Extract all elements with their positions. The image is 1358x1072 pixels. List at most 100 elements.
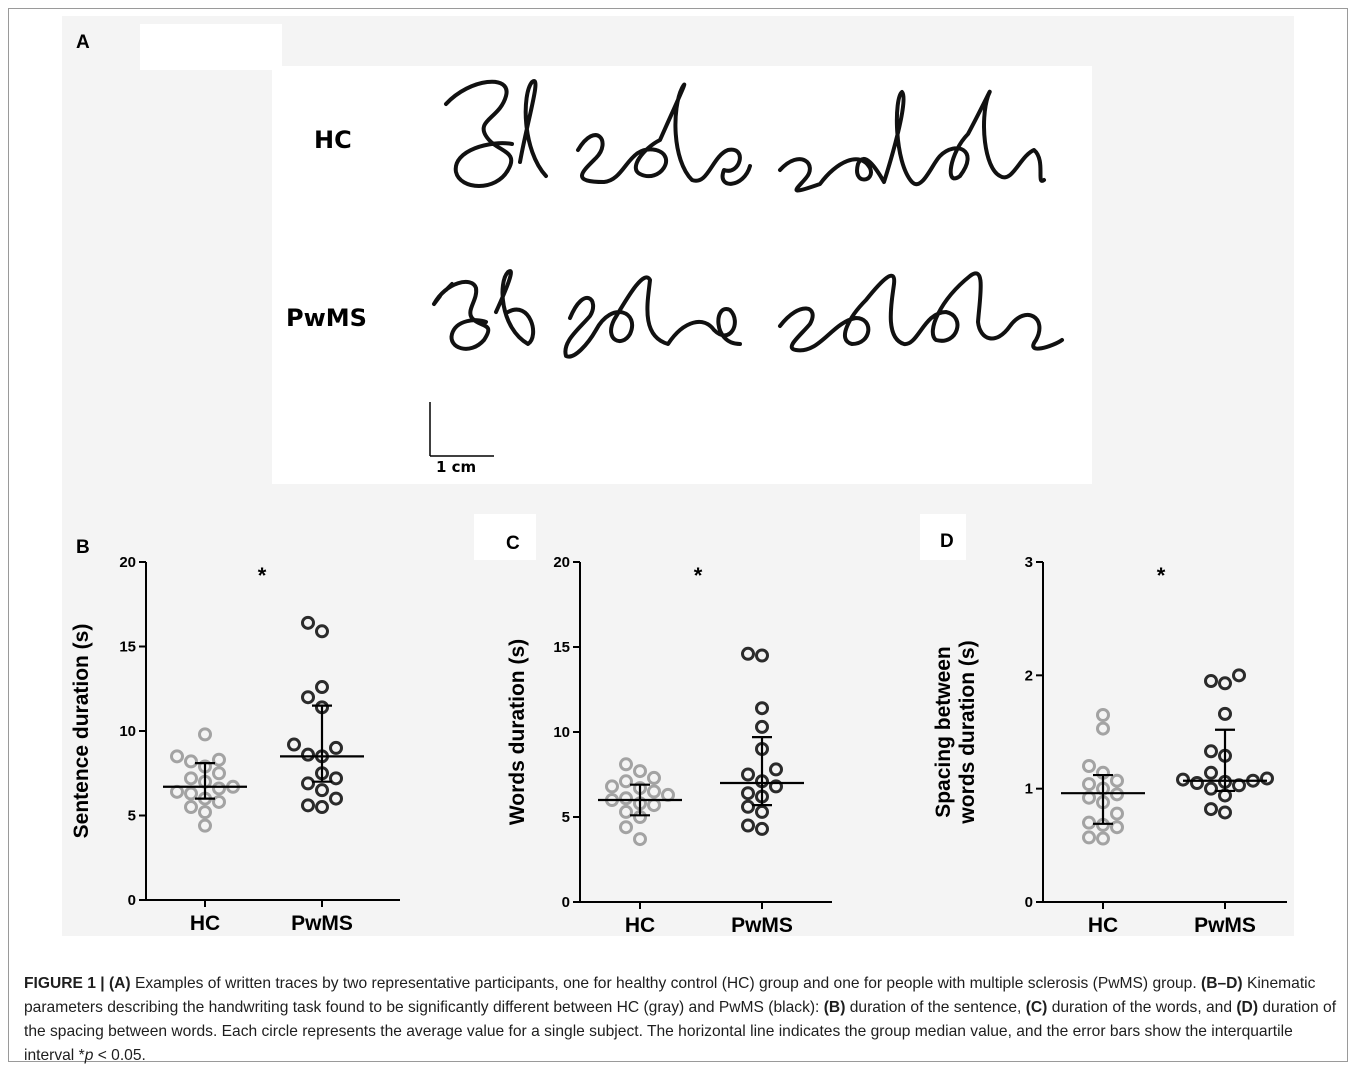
data-point-hc bbox=[1096, 721, 1110, 736]
data-point-hc bbox=[619, 820, 633, 835]
scale-bar bbox=[429, 402, 494, 457]
caption-ref-d: (D) bbox=[1236, 999, 1259, 1016]
x-category-label: PwMS bbox=[291, 912, 353, 935]
caption-figure-label: FIGURE 1 | bbox=[24, 975, 109, 992]
chart-panel-d: D 0 1 2 3 HC PwMS Spacing between words duration… bbox=[932, 531, 1287, 937]
y-tick-label: 15 bbox=[119, 639, 136, 656]
scale-bar-label: 1 cm bbox=[436, 458, 477, 476]
data-point-hc bbox=[1096, 831, 1110, 846]
data-point-hc bbox=[1082, 815, 1096, 830]
data-point-pwms bbox=[769, 762, 783, 777]
x-category-label: HC bbox=[190, 912, 220, 935]
caption-text-b: duration of the sentence, bbox=[845, 999, 1026, 1016]
data-point-pwms bbox=[301, 747, 315, 762]
data-point-pwms bbox=[755, 821, 769, 836]
data-point-hc bbox=[1110, 787, 1124, 802]
y-tick-label: 5 bbox=[562, 809, 570, 826]
data-point-pwms bbox=[755, 719, 769, 734]
data-point-hc bbox=[1082, 759, 1096, 773]
y-tick-label: 2 bbox=[1025, 667, 1033, 684]
significance-star: * bbox=[1157, 563, 1166, 588]
caption-p-italic: p bbox=[84, 1047, 94, 1064]
x-category-label: HC bbox=[625, 914, 655, 937]
caption-text-bd: Kinematic parameters describing the hand… bbox=[24, 975, 1316, 1016]
significance-star: * bbox=[258, 563, 267, 588]
data-point-pwms bbox=[301, 798, 315, 813]
data-point-pwms bbox=[287, 737, 301, 752]
x-category-label: PwMS bbox=[1194, 914, 1256, 937]
significance-star: * bbox=[694, 563, 703, 588]
handwriting-panel bbox=[272, 66, 1092, 484]
panel-letter-b: B bbox=[76, 537, 90, 558]
data-point-hc bbox=[184, 786, 198, 801]
figure-caption: FIGURE 1 | (A) Examples of written trace… bbox=[24, 972, 1340, 1068]
data-point-hc bbox=[212, 752, 226, 767]
caption-ref-b: (B) bbox=[823, 999, 846, 1016]
data-point-pwms bbox=[301, 690, 315, 705]
data-point-hc bbox=[661, 787, 675, 802]
data-point-pwms bbox=[329, 791, 343, 806]
data-point-pwms bbox=[329, 771, 343, 786]
data-point-hc bbox=[184, 754, 198, 769]
caption-text-d: duration of the spacing between words. E… bbox=[24, 999, 1337, 1064]
y-tick-label: 20 bbox=[553, 554, 570, 571]
data-point-pwms bbox=[1218, 706, 1232, 721]
data-point-pwms bbox=[1260, 771, 1274, 786]
data-point-pwms bbox=[741, 818, 755, 833]
data-point-hc bbox=[633, 832, 647, 847]
data-point-pwms bbox=[301, 776, 315, 791]
y-tick-label: 5 bbox=[128, 808, 136, 825]
data-point-hc bbox=[1082, 777, 1096, 792]
data-point-hc bbox=[1110, 806, 1124, 821]
pwms-row-label: PwMS bbox=[286, 304, 367, 332]
y-axis-label: words duration (s) bbox=[956, 640, 979, 824]
data-point-hc bbox=[198, 818, 212, 833]
y-tick-label: 0 bbox=[128, 892, 136, 909]
data-point-hc bbox=[170, 749, 184, 764]
data-point-pwms bbox=[1204, 765, 1218, 780]
data-point-pwms bbox=[741, 799, 755, 814]
y-tick-label: 1 bbox=[1025, 781, 1033, 798]
data-point-pwms bbox=[1204, 802, 1218, 817]
caption-text-c: duration of the words, and bbox=[1047, 999, 1237, 1016]
data-point-pwms bbox=[315, 783, 329, 798]
caption-p-star: * bbox=[78, 1047, 85, 1064]
y-axis-label: Words duration (s) bbox=[506, 639, 529, 825]
data-point-hc bbox=[619, 804, 633, 819]
data-point-hc bbox=[184, 771, 198, 786]
data-point-pwms bbox=[741, 786, 755, 801]
data-point-pwms bbox=[755, 701, 769, 716]
data-point-hc bbox=[605, 779, 619, 794]
caption-ref-a: (A) bbox=[108, 975, 131, 992]
y-tick-label: 10 bbox=[553, 724, 570, 741]
data-point-hc bbox=[647, 798, 661, 813]
data-point-pwms bbox=[1218, 805, 1232, 820]
data-point-hc bbox=[647, 784, 661, 799]
data-point-hc bbox=[212, 781, 226, 796]
data-point-hc bbox=[619, 757, 633, 772]
panel-letter-c: C bbox=[506, 533, 520, 554]
x-category-label: HC bbox=[1088, 914, 1118, 937]
data-point-pwms bbox=[1176, 772, 1190, 787]
data-point-hc bbox=[619, 774, 633, 789]
data-point-hc bbox=[212, 794, 226, 809]
data-point-hc bbox=[198, 727, 212, 742]
caption-ref-c: (C) bbox=[1025, 999, 1048, 1016]
data-point-hc bbox=[1110, 773, 1124, 788]
data-point-pwms bbox=[741, 646, 755, 661]
data-point-pwms bbox=[329, 740, 343, 755]
caption-text-a: Examples of written traces by two repres… bbox=[130, 975, 1202, 992]
data-point-pwms bbox=[315, 624, 329, 639]
chart-panel-c: C 0 5 10 15 20 HC PwMS Words duration (s) * bbox=[506, 533, 832, 937]
data-point-hc bbox=[170, 784, 184, 799]
y-tick-label: 20 bbox=[119, 554, 136, 571]
data-point-pwms bbox=[315, 680, 329, 695]
data-point-hc bbox=[1082, 830, 1096, 845]
data-point-pwms bbox=[1218, 676, 1232, 691]
data-point-pwms bbox=[755, 648, 769, 663]
y-tick-label: 10 bbox=[119, 723, 136, 740]
data-point-pwms bbox=[769, 779, 783, 794]
y-tick-label: 0 bbox=[1025, 894, 1033, 911]
